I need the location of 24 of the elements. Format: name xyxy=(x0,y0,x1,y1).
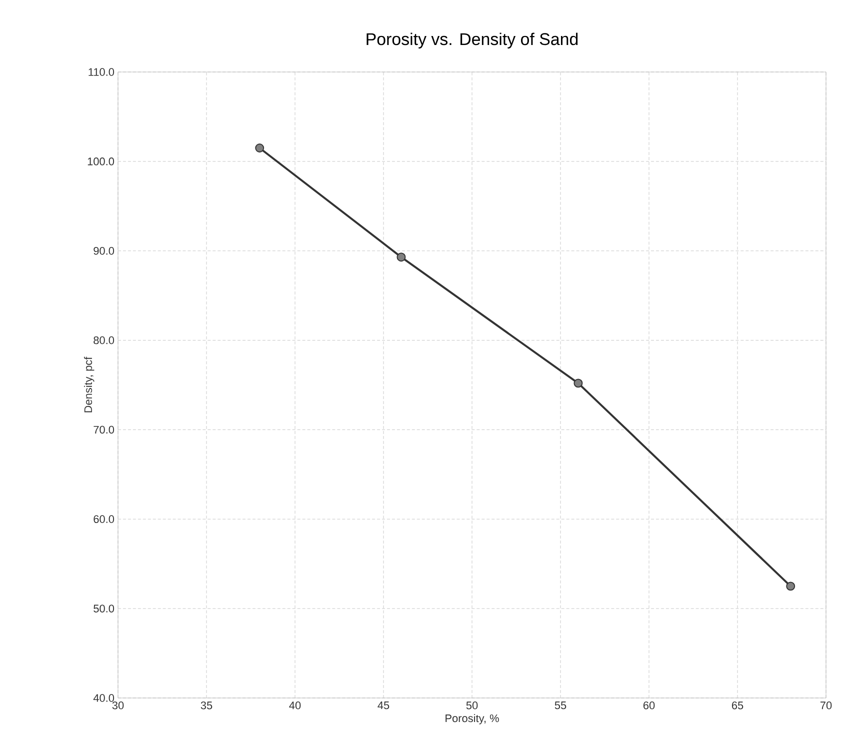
y-axis-title: Density, pcf xyxy=(84,356,94,412)
chart-title: Porosity vs. Density of Sand xyxy=(366,32,578,48)
x-tick-label: 55 xyxy=(554,702,566,710)
point xyxy=(255,144,264,152)
x-tick-label: 50 xyxy=(466,702,478,710)
x-axis-title: Porosity, % xyxy=(446,714,499,724)
x-tick-label: 45 xyxy=(378,702,390,710)
y-tick-label: 90.0 xyxy=(94,246,114,255)
point xyxy=(396,252,406,262)
x-tick-label: 65 xyxy=(732,702,744,710)
y-tick-label: 100.0 xyxy=(88,158,114,166)
y-tick-label: 80.0 xyxy=(94,336,114,344)
x-tick-label: 40 xyxy=(289,702,301,710)
point xyxy=(574,378,583,388)
y-tick-label: 40.0 xyxy=(93,694,114,702)
point xyxy=(786,582,796,591)
x-tick-label: 30 xyxy=(112,702,124,710)
x-tick-label: 60 xyxy=(643,702,655,710)
y-tick-label: 50.0 xyxy=(94,604,114,612)
x-tick-label: 70 xyxy=(820,702,832,710)
x-tick-label: 35 xyxy=(200,702,212,710)
y-tick-label: 70.0 xyxy=(94,426,114,434)
y-tick-label: 110.0 xyxy=(88,68,114,76)
y-tick-label: 60.0 xyxy=(94,515,114,524)
